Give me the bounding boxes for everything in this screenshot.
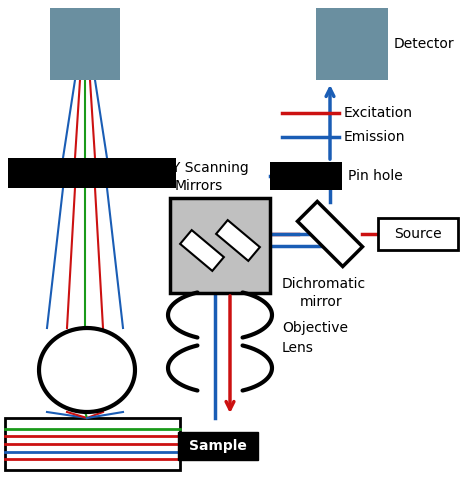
Text: Detector: Detector (394, 37, 455, 51)
Bar (170, 198, 270, 293)
Polygon shape (180, 230, 224, 271)
Text: Sample: Sample (189, 439, 247, 453)
Bar (316, 8, 388, 80)
Text: Source: Source (394, 227, 442, 241)
Text: Emission: Emission (344, 130, 405, 145)
Bar (8, 158, 176, 188)
Bar (50, 8, 120, 80)
Text: Excitation: Excitation (344, 106, 413, 120)
Bar (178, 432, 258, 460)
Text: X-Y Scanning: X-Y Scanning (160, 161, 249, 175)
Text: mirror: mirror (300, 295, 343, 309)
Polygon shape (298, 201, 363, 267)
Polygon shape (216, 220, 260, 261)
Text: Dichromatic: Dichromatic (282, 277, 366, 291)
Bar (378, 218, 458, 250)
Bar (270, 162, 342, 190)
Text: Objective: Objective (282, 321, 348, 335)
Text: Mirrors: Mirrors (175, 179, 223, 193)
Bar (5, 418, 180, 470)
Text: Pin hole: Pin hole (348, 169, 403, 183)
Text: Lens: Lens (282, 341, 314, 355)
